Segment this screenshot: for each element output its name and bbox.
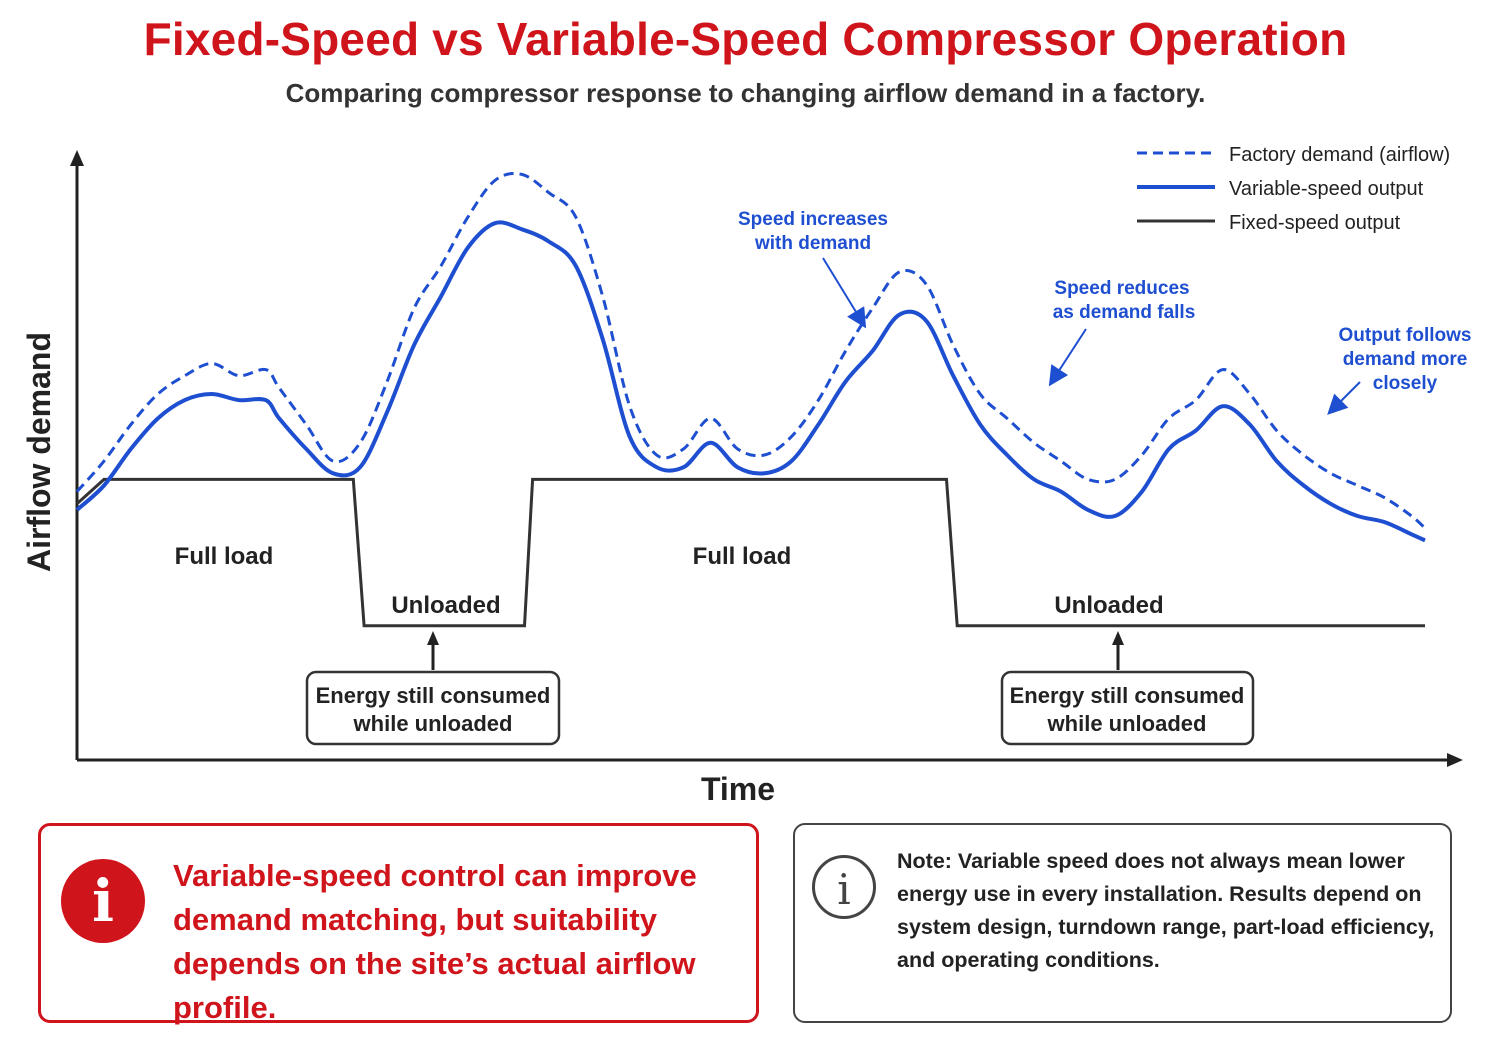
annotation-speed-increases-arrow <box>822 257 867 329</box>
energy-arrow-2-icon <box>1112 631 1124 645</box>
x-axis-label: Time <box>701 771 775 807</box>
x-axis-arrow-icon <box>1447 753 1463 767</box>
chart-subtitle: Comparing compressor response to changin… <box>285 78 1206 108</box>
full-load-label-2: Full load <box>693 543 792 570</box>
legend-fixed-label: Fixed-speed output <box>1229 212 1401 234</box>
energy-box-1-line1: Energy still consumed <box>316 683 551 708</box>
series-variable-speed-line <box>75 220 1426 543</box>
annotation-output-follows-line1: Output follows <box>1339 325 1472 346</box>
info-icon: i <box>61 859 145 943</box>
chart-area: Time Airflow demand Full load Unloaded F… <box>21 144 1472 807</box>
legend: Factory demand (airflow) Variable-speed … <box>1137 144 1450 234</box>
unloaded-label-2: Unloaded <box>1054 592 1163 619</box>
annotation-speed-reduces-line1: Speed reduces <box>1054 278 1189 299</box>
unloaded-label-1: Unloaded <box>391 592 500 619</box>
energy-box-1 <box>305 670 561 746</box>
annotation-output-follows-line3: closely <box>1373 373 1438 394</box>
legend-demand-label: Factory demand (airflow) <box>1229 144 1450 166</box>
legend-variable-label: Variable-speed output <box>1229 178 1424 200</box>
annotation-speed-increases-line1: Speed increases <box>738 209 888 230</box>
callout-red-text: Variable-speed control can improve deman… <box>173 858 697 1025</box>
annotation-speed-reduces-line2: as demand falls <box>1053 302 1196 323</box>
energy-box-2-line2: while unloaded <box>1047 711 1207 736</box>
y-axis-label: Airflow demand <box>21 332 57 572</box>
series-fixed-speed-line <box>75 477 1425 628</box>
energy-box-1-line2: while unloaded <box>353 711 513 736</box>
callout-note: i Note: Variable speed does not always m… <box>793 823 1452 1023</box>
annotation-output-follows-line2: demand more <box>1343 349 1468 370</box>
energy-box-2-line1: Energy still consumed <box>1010 683 1245 708</box>
annotation-output-follows-arrow <box>1327 381 1361 415</box>
energy-arrow-1-icon <box>427 631 439 645</box>
info-outline-icon: i <box>812 855 876 919</box>
chart-title: Fixed-Speed vs Variable-Speed Compressor… <box>143 13 1348 65</box>
full-load-label-1: Full load <box>175 543 274 570</box>
annotation-speed-reduces-arrow <box>1048 328 1087 387</box>
callout-red: i Variable-speed control can improve dem… <box>38 823 759 1025</box>
y-axis-arrow-icon <box>70 150 84 166</box>
annotation-speed-increases-line2: with demand <box>754 233 871 254</box>
callout-note-text: Note: Variable speed does not always mea… <box>897 849 1435 972</box>
energy-box-2 <box>1000 670 1255 746</box>
